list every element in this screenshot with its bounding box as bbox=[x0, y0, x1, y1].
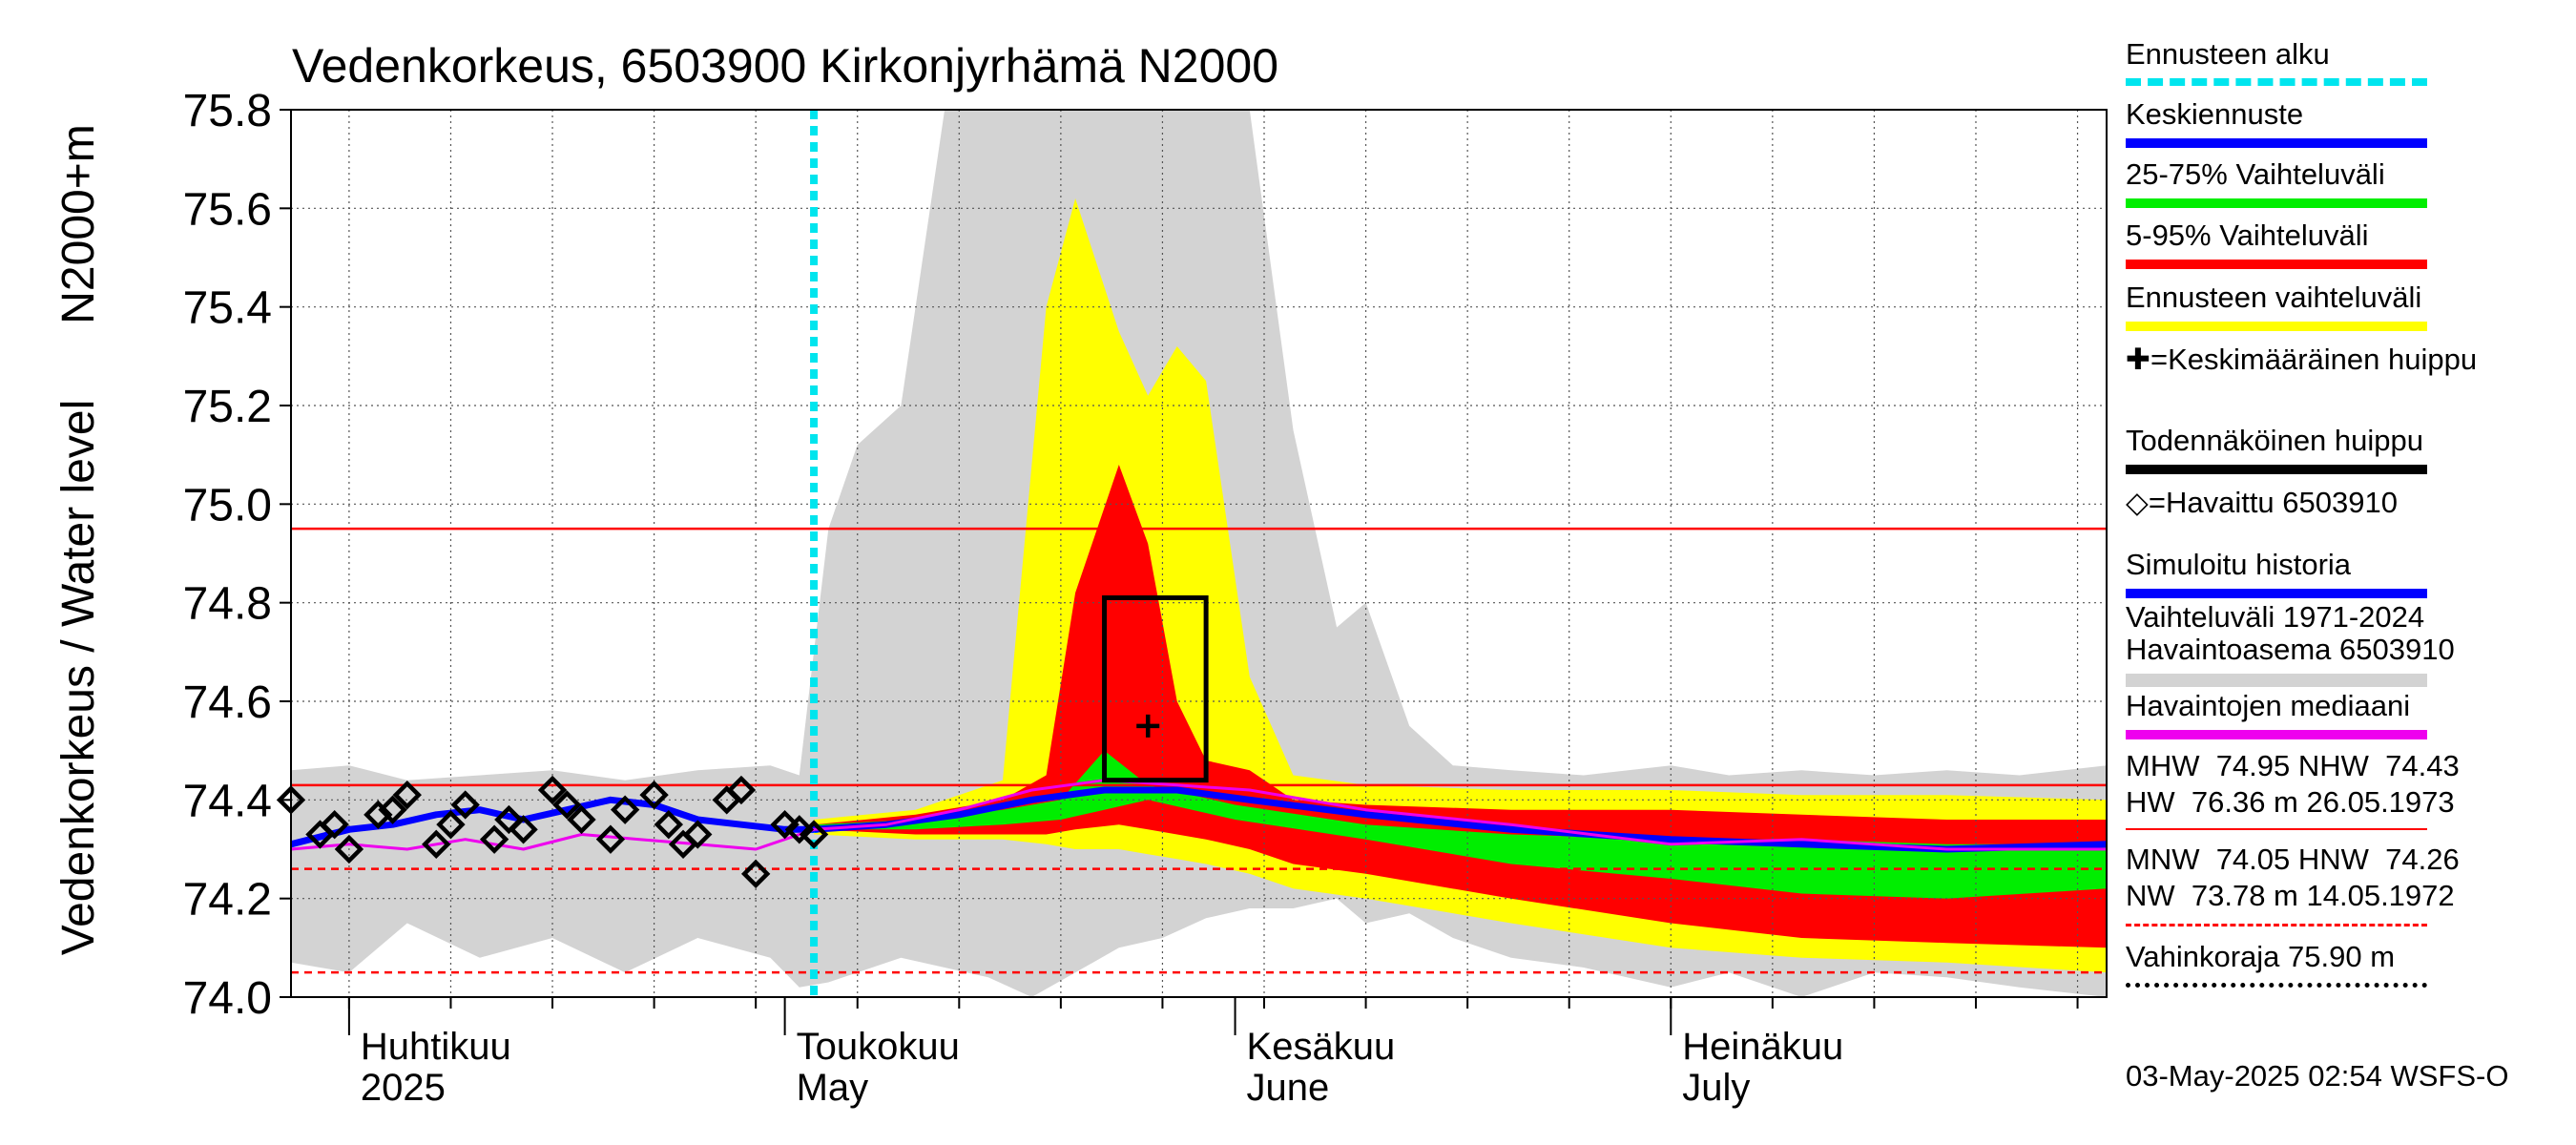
observed-point bbox=[654, 809, 684, 840]
legend-label: Vaihteluväli 1971-2024 Havaintoasema 650… bbox=[2126, 600, 2455, 666]
legend-swatch bbox=[2126, 674, 2427, 687]
legend-label: Havaintojen mediaani bbox=[2126, 689, 2411, 722]
stats-high-line1: MHW 74.95 NHW 74.43 bbox=[2126, 749, 2460, 782]
observed-point bbox=[436, 809, 466, 840]
y-axis-label-inner: N2000+m bbox=[53, 124, 104, 323]
observed-point bbox=[799, 820, 829, 849]
y-tick-label: 74.6 bbox=[183, 677, 272, 728]
observed-point bbox=[610, 795, 640, 824]
legend-label: ✚=Keskimääräinen huippu bbox=[2126, 343, 2478, 376]
probable-peak-box bbox=[1102, 595, 1209, 783]
series-line-0 bbox=[813, 786, 2108, 853]
legend-swatch bbox=[2126, 260, 2427, 269]
observed-point bbox=[422, 829, 451, 860]
legend-swatch bbox=[2126, 322, 2427, 331]
observed-point bbox=[683, 820, 713, 849]
legend-label: Ennusteen alku bbox=[2126, 37, 2330, 71]
legend-label: 5-95% Vaihteluväli bbox=[2126, 219, 2369, 252]
stats-low-line1: MNW 74.05 HNW 74.26 bbox=[2126, 843, 2460, 876]
series-line-1 bbox=[290, 796, 815, 848]
legend-swatch bbox=[2126, 78, 2427, 86]
x-month-label-fi: Heinäkuu bbox=[1682, 1026, 1843, 1068]
plot-frame bbox=[290, 109, 2108, 998]
x-month-label-en: May bbox=[797, 1067, 869, 1109]
stats-high-rule bbox=[2126, 828, 2427, 830]
observed-point bbox=[770, 809, 800, 840]
x-month-label-fi: Huhtikuu bbox=[361, 1026, 511, 1068]
observed-point bbox=[494, 804, 524, 835]
x-month-label-fi: Toukokuu bbox=[797, 1026, 960, 1068]
stats-high-line2: HW 76.36 m 26.05.1973 bbox=[2126, 785, 2455, 819]
observed-point bbox=[378, 795, 407, 824]
x-month-label-fi: Kesäkuu bbox=[1247, 1026, 1396, 1068]
y-tick-label: 74.2 bbox=[183, 875, 272, 926]
axes: 74.0 74.2 74.4 74.6 74.8 75.0 75.2 75.4 75.6 75.8… bbox=[183, 86, 2108, 1109]
legend-swatch bbox=[2126, 589, 2427, 598]
observed-point bbox=[552, 790, 582, 820]
legend-swatch bbox=[2126, 465, 2427, 474]
reference-lines bbox=[291, 527, 2107, 974]
observed-point bbox=[595, 824, 626, 854]
observed-point bbox=[334, 834, 364, 864]
legend-swatch bbox=[2126, 730, 2427, 739]
observed-point bbox=[537, 775, 568, 805]
damage-limit-rule bbox=[2126, 983, 2427, 988]
legend-swatch bbox=[2126, 198, 2427, 208]
x-month-label-en: June bbox=[1247, 1067, 1330, 1109]
observed-point bbox=[567, 804, 596, 835]
observed-point bbox=[364, 800, 393, 830]
annotations bbox=[1102, 595, 1209, 783]
y-tick-label: 74.8 bbox=[183, 579, 272, 630]
observed-point bbox=[450, 790, 480, 820]
legend-label: Simuloitu historia bbox=[2126, 548, 2352, 581]
series-line-2 bbox=[290, 779, 2107, 851]
observed-point bbox=[726, 775, 757, 805]
chart-title: Vedenkorkeus, 6503900 Kirkonjyrhämä N200… bbox=[292, 39, 1279, 93]
observed-point bbox=[392, 780, 422, 810]
forecast-band-1 bbox=[814, 465, 2107, 948]
legend-label: Todennäköinen huippu bbox=[2126, 424, 2423, 457]
observed-point bbox=[784, 815, 815, 844]
series-lines bbox=[290, 110, 2108, 997]
stats-low-rule bbox=[2126, 924, 2427, 926]
observed-point bbox=[509, 815, 538, 844]
x-month-label-en: 2025 bbox=[361, 1067, 446, 1109]
x-month-label-en: July bbox=[1682, 1067, 1750, 1109]
y-tick-label: 75.6 bbox=[183, 184, 272, 235]
y-tick-label: 75.4 bbox=[183, 283, 272, 334]
y-tick-label: 74.0 bbox=[183, 973, 272, 1024]
damage-limit-label: Vahinkoraja 75.90 m bbox=[2126, 940, 2396, 973]
observed-point bbox=[320, 809, 349, 840]
y-tick-label: 75.8 bbox=[183, 86, 272, 136]
y-tick-label: 74.4 bbox=[183, 776, 272, 826]
legend-swatch bbox=[2126, 138, 2427, 148]
y-tick-label: 75.0 bbox=[183, 480, 272, 531]
mean-peak-marker bbox=[1136, 714, 1160, 738]
legend-label: ◇=Havaittu 6503910 bbox=[2126, 486, 2398, 519]
stats-low-line2: NW 73.78 m 14.05.1972 bbox=[2126, 879, 2455, 912]
legend-label: Ennusteen vaihteluväli bbox=[2126, 281, 2422, 314]
y-axis-label-outer: Vedenkorkeus / Water level bbox=[53, 400, 104, 956]
y-tick-label: 75.2 bbox=[183, 382, 272, 432]
observed-point bbox=[639, 780, 669, 810]
legend-label: 25-75% Vaihteluväli bbox=[2126, 157, 2385, 191]
legend-label: Keskiennuste bbox=[2126, 97, 2304, 131]
timestamp: 03-May-2025 02:54 WSFS-O bbox=[2126, 1059, 2509, 1093]
observed-point bbox=[479, 824, 509, 854]
observed-point bbox=[740, 859, 771, 889]
